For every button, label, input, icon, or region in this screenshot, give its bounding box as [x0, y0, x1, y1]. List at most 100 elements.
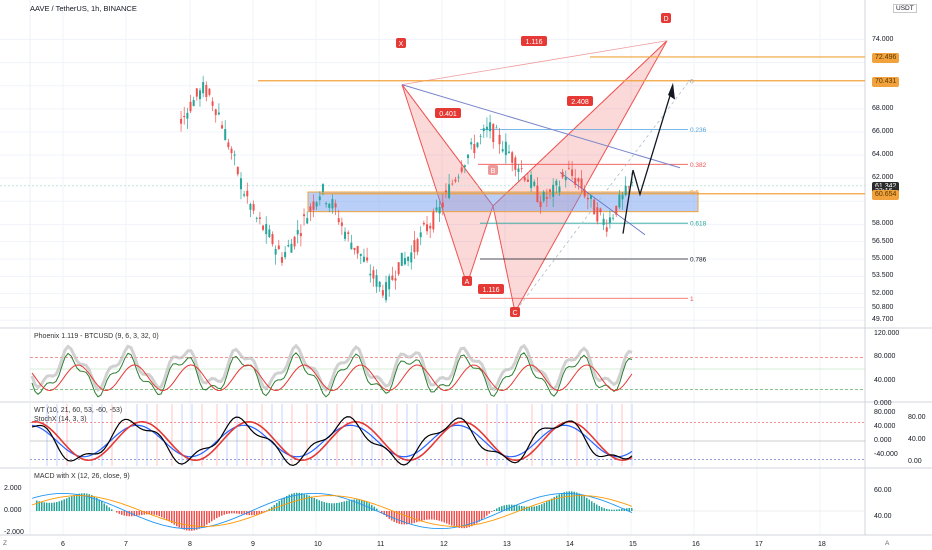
- macd-hist-bar: [48, 502, 50, 511]
- price-axis-label: 62.000: [872, 174, 894, 182]
- footer-right[interactable]: A: [885, 540, 890, 547]
- currency-label[interactable]: USDT: [893, 4, 917, 13]
- time-label: 13: [503, 541, 511, 548]
- macd-hist-bar: [76, 494, 78, 511]
- wt-bg-bar: [236, 404, 238, 466]
- macd-hist-bar: [526, 506, 528, 511]
- time-label: 10: [314, 541, 322, 548]
- price-axis-label: 56.500: [872, 237, 894, 245]
- macd-hist-bar: [126, 511, 128, 517]
- macd-hist-bar: [548, 500, 550, 511]
- candle-body: [492, 124, 495, 143]
- candle-body: [426, 224, 429, 232]
- candle-body: [186, 112, 189, 119]
- wt-bg-bar: [596, 404, 598, 466]
- macd-hist-bar: [406, 511, 408, 525]
- candle-body: [495, 127, 498, 129]
- macd-hist-bar: [261, 511, 263, 514]
- macd-hist-bar: [528, 506, 530, 511]
- macd-hist-bar: [243, 511, 245, 515]
- wt-bg-bar: [291, 404, 293, 466]
- macd-hist-bar: [251, 511, 253, 516]
- macd-hist-bar: [63, 499, 65, 511]
- price-axis-label: 52.000: [872, 289, 894, 297]
- macd-hist-bar: [133, 511, 135, 517]
- macd-hist-bar: [516, 505, 518, 511]
- candle-body: [337, 218, 340, 223]
- svg-text:D: D: [663, 16, 668, 23]
- time-label: 11: [377, 541, 384, 548]
- macd-hist-bar: [88, 494, 90, 511]
- price-axis-label: 70.431: [872, 76, 900, 87]
- candle-body: [296, 229, 299, 235]
- wt-bg-bar: [496, 404, 498, 466]
- macd-hist-bar: [138, 511, 140, 516]
- candle-body: [435, 207, 438, 211]
- macd-hist-bar: [438, 511, 440, 521]
- time-label: 18: [818, 541, 826, 548]
- macd-hist-bar: [166, 511, 168, 520]
- macd-hist-bar: [566, 491, 568, 511]
- macd-hist-bar: [73, 495, 75, 511]
- macd-hist-bar: [581, 494, 583, 511]
- macd-hist-bar: [258, 511, 260, 514]
- macd-hist-bar: [538, 505, 540, 511]
- macd-hist-bar: [176, 511, 178, 527]
- macd-hist-bar: [458, 511, 460, 528]
- price-axis-label: 74.000: [872, 35, 894, 43]
- macd-hist-bar: [301, 493, 303, 511]
- candle-body: [375, 275, 378, 287]
- candle-body: [290, 243, 293, 253]
- macd-hist-bar: [433, 511, 435, 520]
- candle-body: [454, 179, 457, 182]
- wt-title[interactable]: WT (10, 21, 60, 53, -60, -53): [34, 407, 123, 414]
- macd-hist-bar: [221, 511, 223, 516]
- macd-hist-bar: [588, 499, 590, 511]
- stochx-title[interactable]: StochX (14, 3, 3): [34, 416, 87, 423]
- candle-body: [284, 252, 287, 258]
- wt-bg-bar: [621, 404, 623, 466]
- candle-body: [331, 199, 334, 209]
- candle-body: [183, 115, 186, 118]
- candle-body: [306, 218, 309, 224]
- macd-hist-bar: [481, 511, 483, 520]
- candle-body: [249, 204, 252, 210]
- candle-body: [385, 282, 388, 301]
- macd-hist-bar: [321, 501, 323, 511]
- macd-hist-bar: [71, 496, 73, 511]
- macd-left-axis-label: -2.000: [4, 529, 24, 536]
- wt-bg-bar: [271, 404, 273, 466]
- candle-body: [627, 186, 630, 188]
- candle-body: [315, 202, 318, 207]
- phoenix-title[interactable]: Phoenix 1.119 - BTCUSD (9, 6, 3, 32, 0): [34, 333, 159, 340]
- macd-hist-bar: [428, 511, 430, 520]
- candle-body: [624, 185, 627, 196]
- macd-hist-bar: [501, 506, 503, 511]
- wt-bg-bar: [101, 404, 103, 466]
- footer-left[interactable]: Z: [3, 540, 7, 547]
- macd-hist-bar: [121, 511, 123, 515]
- wt-bg-bar: [171, 404, 173, 466]
- macd-title[interactable]: MACD with X (12, 26, close, 9): [34, 473, 130, 480]
- point-tag-x: X: [396, 38, 406, 48]
- wt-bg-bar: [306, 404, 308, 466]
- time-label: 9: [251, 541, 255, 548]
- macd-hist-bar: [471, 511, 473, 527]
- candle-body: [448, 184, 451, 199]
- macd-hist-bar: [353, 499, 355, 511]
- macd-hist-bar: [333, 503, 335, 511]
- candle-body: [246, 190, 249, 197]
- wt-axis-label: -40.000: [874, 451, 898, 458]
- macd-hist-bar: [426, 511, 428, 520]
- macd-hist-bar: [391, 511, 393, 521]
- candle-body: [280, 257, 283, 263]
- macd-hist-bar: [91, 495, 93, 511]
- macd-hist-bar: [86, 493, 88, 511]
- candle-body: [416, 239, 419, 252]
- macd-hist-bar: [503, 505, 505, 511]
- macd-hist-bar: [446, 511, 448, 524]
- candle-body: [593, 199, 596, 215]
- candle-body: [221, 125, 224, 129]
- candle-body: [353, 247, 356, 250]
